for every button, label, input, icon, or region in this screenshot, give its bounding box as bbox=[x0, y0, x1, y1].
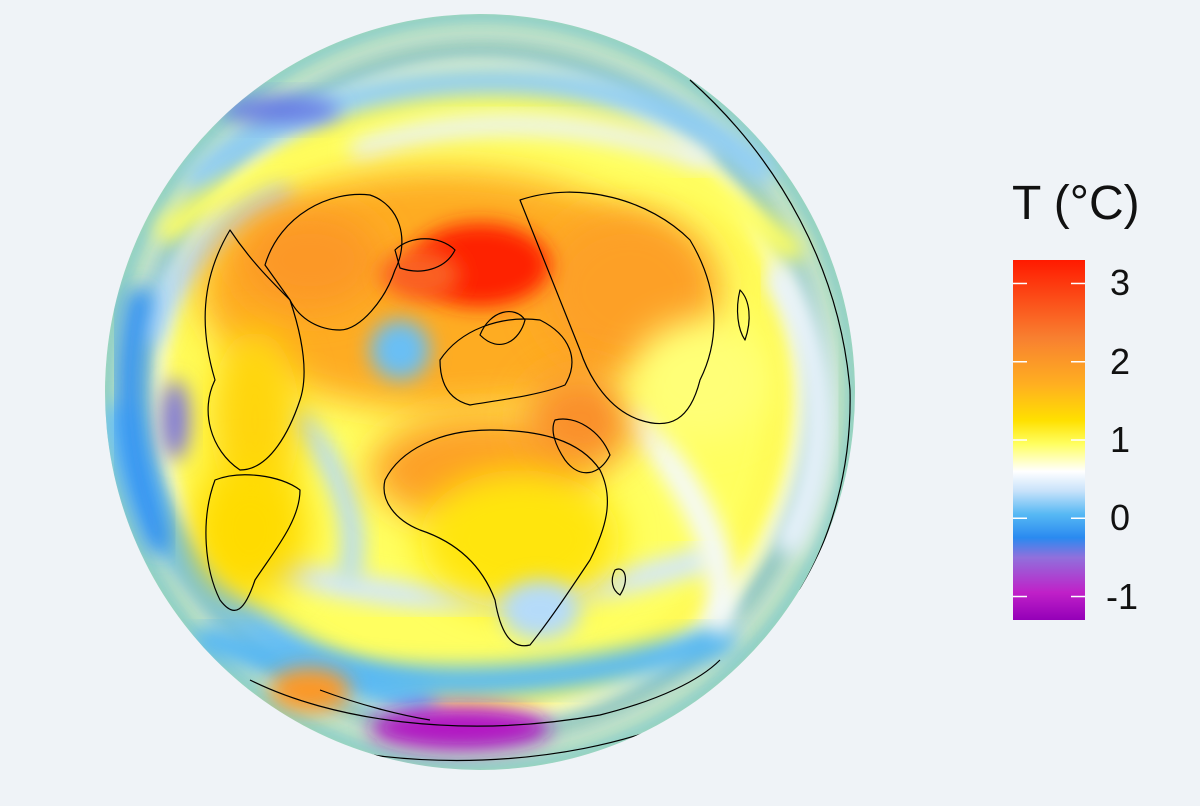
south-america-coast bbox=[205, 474, 301, 611]
ocean-band-1 bbox=[157, 129, 803, 263]
north-pacific-cold-band bbox=[220, 96, 340, 124]
arabia-coast bbox=[552, 418, 611, 474]
antarctic-peninsula-warm bbox=[270, 668, 350, 712]
south-africa-cool bbox=[500, 580, 580, 640]
europe-coast bbox=[439, 318, 573, 406]
scandinavia-coast bbox=[479, 311, 526, 346]
madagascar-coast bbox=[611, 568, 627, 596]
ocean-band-9 bbox=[116, 287, 173, 553]
middle-east-warm bbox=[525, 370, 635, 470]
colorbar-tick-label: 2 bbox=[1110, 340, 1131, 382]
greenland-warm bbox=[240, 210, 380, 310]
colorbar-tick-label: 1 bbox=[1110, 419, 1131, 460]
south-america bbox=[190, 460, 310, 600]
globe-limb-east bbox=[689, 79, 851, 591]
central-africa bbox=[420, 470, 620, 610]
ocean-band-8 bbox=[765, 265, 834, 555]
japan-coast bbox=[736, 289, 750, 341]
limb-band-0 bbox=[105, 14, 855, 770]
ocean-band-7 bbox=[626, 406, 736, 634]
ocean-band-0 bbox=[186, 66, 774, 194]
antarctica-coast bbox=[249, 659, 721, 727]
legend-title: T (°C) bbox=[1012, 177, 1140, 230]
north-atlantic-cool bbox=[370, 320, 430, 380]
colorbar-tick-label: 0 bbox=[1110, 497, 1131, 539]
colorbar-tick-label: -1 bbox=[1106, 575, 1139, 617]
ocean-band-10 bbox=[289, 409, 364, 581]
pacific-cold-patch bbox=[161, 380, 189, 460]
ocean-band-2 bbox=[350, 114, 710, 170]
colorbar-tick-label: 3 bbox=[1110, 262, 1131, 304]
orthographic-globe-map[interactable] bbox=[0, 0, 900, 801]
colorbar bbox=[1013, 260, 1085, 620]
ocean-band-6 bbox=[195, 625, 735, 697]
map-panel[interactable] bbox=[0, 0, 900, 801]
arctic-islands-coast bbox=[394, 238, 456, 272]
weddell-cold bbox=[370, 706, 550, 750]
temperature-field bbox=[105, 14, 855, 770]
colorbar-legend: T (°C) 3 2 1 0 -1 bbox=[1000, 170, 1180, 640]
asia-coast bbox=[519, 191, 715, 425]
ocean-band-4 bbox=[135, 185, 295, 345]
africa-coast bbox=[383, 429, 608, 647]
svalbard-warm bbox=[380, 250, 460, 300]
north-america-coast bbox=[204, 229, 305, 471]
ocean-band-5 bbox=[247, 547, 713, 611]
